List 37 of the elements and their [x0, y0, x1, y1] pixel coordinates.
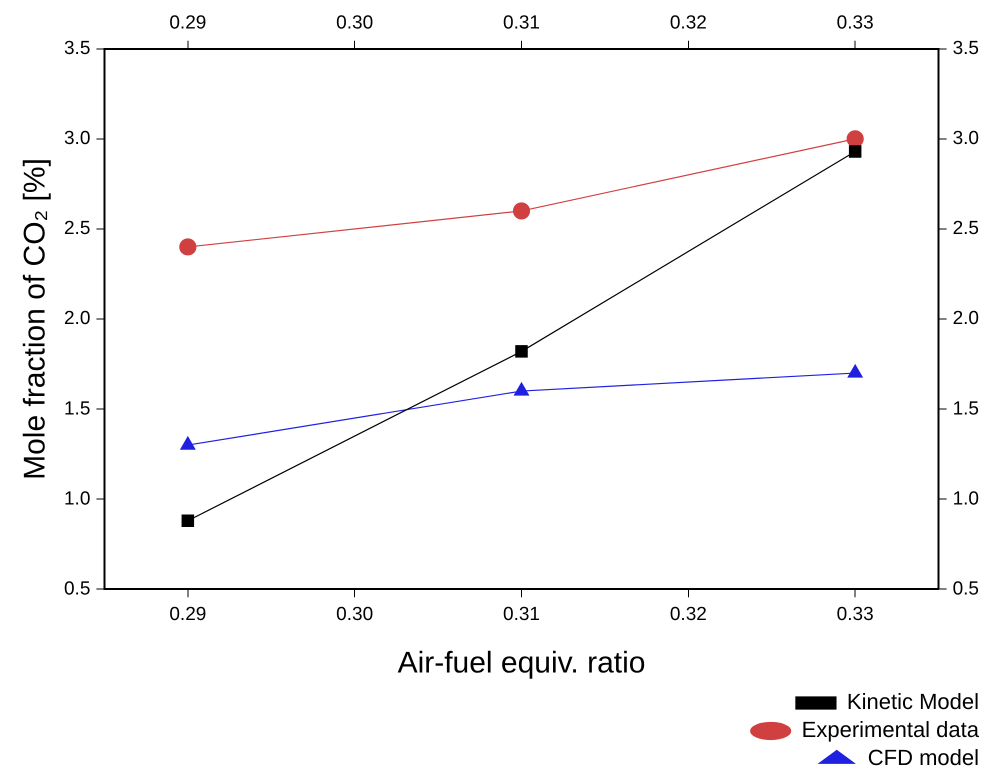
y-tick-label: 3.0 — [64, 128, 90, 150]
point — [846, 130, 864, 148]
y2-tick-label: 1.0 — [952, 488, 980, 510]
y2-tick-label: 3.0 — [952, 128, 980, 150]
x2-tick-label: 0.33 — [836, 12, 874, 34]
y2-tick-label: 3.5 — [952, 38, 980, 60]
legend-label: Kinetic Model — [846, 689, 980, 714]
y-tick-label: 3.5 — [64, 38, 90, 60]
point — [514, 382, 530, 396]
point — [515, 345, 528, 358]
x-axis-title: Air-fuel equiv. ratio — [398, 646, 646, 680]
y2-tick-label: 2.5 — [952, 218, 980, 240]
y-tick-label: 1.5 — [64, 398, 90, 420]
y-tick-label: 2.0 — [64, 308, 90, 330]
x2-tick-label: 0.31 — [503, 12, 540, 34]
point — [512, 202, 530, 220]
y-axis-title: Mole fraction of CO₂ [%] — [18, 158, 52, 480]
point — [179, 238, 196, 256]
y2-tick-label: 1.5 — [952, 398, 980, 420]
y2-tick-label: 2.0 — [952, 308, 980, 330]
y2-tick-label: 0.5 — [952, 578, 980, 600]
x2-tick-label: 0.29 — [169, 12, 206, 34]
x-tick-label: 0.29 — [169, 604, 206, 625]
x-tick-label: 0.32 — [670, 604, 707, 625]
x2-tick-label: 0.32 — [670, 12, 707, 34]
x2-tick-label: 0.30 — [336, 12, 374, 34]
x-tick-label: 0.30 — [336, 604, 374, 625]
legend-label: CFD model — [868, 745, 980, 770]
y-tick-label: 0.5 — [64, 578, 90, 600]
legend-label: Experimental data — [802, 717, 980, 742]
point — [180, 436, 196, 450]
y-tick-label: 1.0 — [64, 488, 90, 510]
x-tick-label: 0.31 — [503, 604, 540, 625]
x-tick-label: 0.33 — [836, 604, 874, 625]
point — [848, 364, 863, 378]
point — [848, 145, 862, 158]
y-tick-label: 2.5 — [64, 218, 90, 240]
